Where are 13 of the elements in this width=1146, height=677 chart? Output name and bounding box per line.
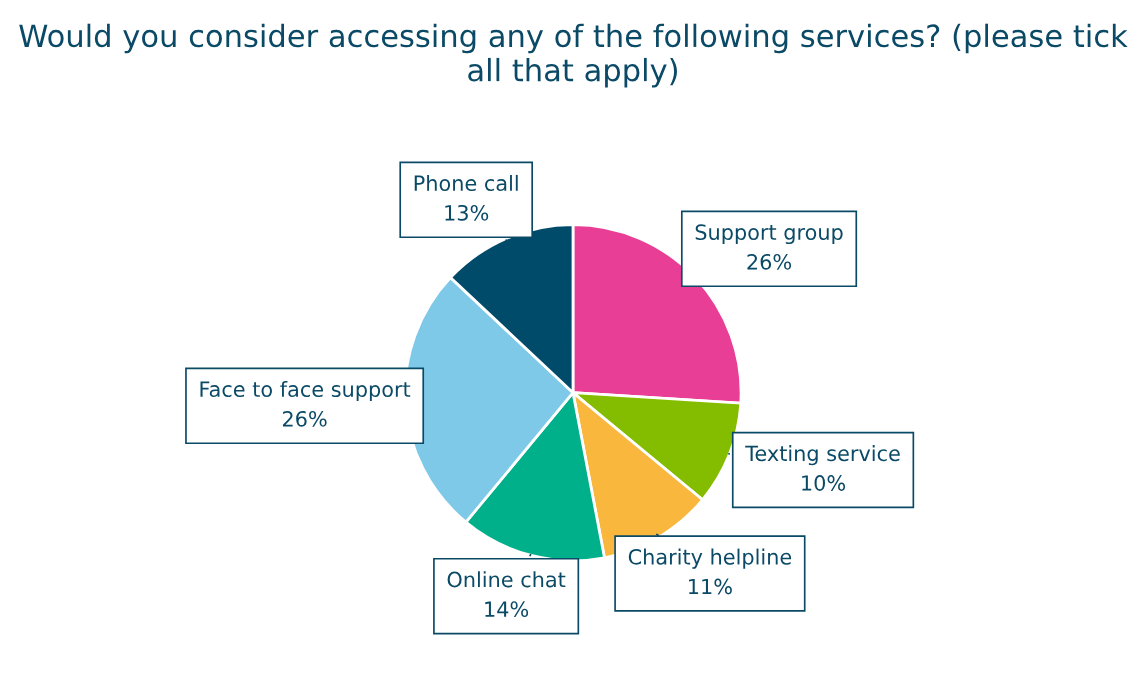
slice-label: Online chat xyxy=(447,571,566,588)
data-label: 10% xyxy=(802,475,846,491)
data-label: 26% xyxy=(282,410,327,427)
slice-label: Face to face support xyxy=(200,380,411,402)
slice-label: Support group xyxy=(695,224,843,245)
data-label: 14% xyxy=(485,601,529,618)
data-label: 11% xyxy=(689,578,732,595)
data-label: 26% xyxy=(747,253,792,270)
data-label: 13% xyxy=(445,204,489,221)
slice-label: Texting service xyxy=(745,445,900,466)
slice-label: Phone call xyxy=(414,174,518,192)
chart-title: Would you consider accessing any of the following services? (please tick all that apply) xyxy=(19,23,1128,88)
slice-label: Charity helpline xyxy=(628,548,792,569)
